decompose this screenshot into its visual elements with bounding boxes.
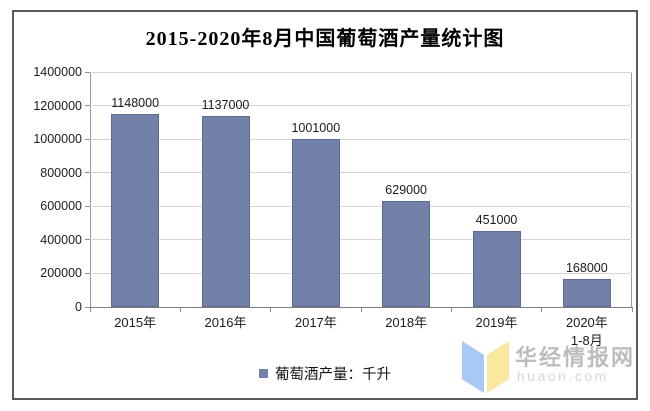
gridline [90,205,632,207]
gridline [90,272,632,274]
x-axis-tick [89,308,91,312]
logo-right-panel [487,341,509,393]
x-axis-tick [360,308,362,312]
plot-right-border-line [631,72,632,308]
bar-value-label: 629000 [385,183,428,198]
y-axis-tick-label: 1200000 [33,98,82,113]
y-axis-tick [85,272,90,274]
legend-marker [259,368,268,378]
legend: 葡萄酒产量：千升 [14,361,636,385]
bar [291,138,340,307]
x-axis-tick [541,308,543,312]
x-axis-tick [179,308,181,312]
chart-title: 2015-2020年8月中国葡萄酒产量统计图 [145,28,505,50]
x-axis-line [89,307,633,308]
huaon-logo-icon [462,340,509,393]
y-axis-tick-label: 1000000 [33,132,82,147]
watermark-brand-text: 华经情报网 [515,345,636,370]
x-axis-tick [631,308,633,312]
y-axis-tick-label: 600000 [40,199,82,214]
y-axis-tick-label: 400000 [40,232,82,247]
y-axis-tick-label: 200000 [40,266,82,281]
bar [472,231,521,307]
bar-value-label: 1148000 [111,96,160,111]
gridline [90,105,632,107]
chart-frame: 华经情报网 huaon.com 2015-2020年8月中国葡萄酒产量统计图 0… [12,10,638,400]
y-axis-line [90,72,91,308]
bar [201,116,250,307]
plot-area: 0 200000 400000 600000 800000 1000000 1200000 1… [33,65,633,348]
gridline [90,138,632,140]
watermark-domain-text: huaon.com [517,368,609,384]
logo-left-panel [462,341,484,393]
y-axis-tick [85,105,90,107]
y-axis-tick-label: 1400000 [33,65,82,79]
bar-value-label: 168000 [565,260,608,275]
bar-value-label: 1001000 [291,120,341,135]
y-axis-tick [85,205,90,207]
watermark: 华经情报网 huaon.com [462,336,637,402]
bar [111,114,160,307]
x-axis-tick-label: 2020年 [565,315,608,330]
legend-label: 葡萄酒产量：千升 [275,366,391,383]
y-axis-tick [85,239,90,241]
gridline [90,239,632,241]
y-axis-tick-label: 800000 [40,165,82,180]
gridline [90,71,632,73]
bar [382,201,431,307]
bar-value-label: 451000 [475,213,518,228]
x-axis-tick [450,308,452,312]
bar [562,278,611,307]
bar-value-label: 1137000 [201,98,250,113]
y-axis-tick [85,172,90,174]
y-axis-tick [85,306,90,308]
y-axis-tick [85,138,90,140]
x-axis-tick-sublabel: 1-8月 [570,333,603,348]
y-axis-tick-label: 0 [75,300,82,314]
x-axis-tick-label: 2019年 [475,315,518,330]
x-axis-tick-label: 2016年 [204,315,247,330]
x-axis-tick-label: 2018年 [385,315,428,330]
gridline [90,172,632,174]
y-axis-tick [85,71,90,73]
x-axis-tick-label: 2015年 [114,315,157,330]
x-axis-tick [270,308,272,312]
x-axis-tick-label: 2017年 [294,315,337,330]
